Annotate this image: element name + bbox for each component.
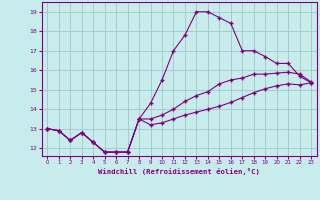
X-axis label: Windchill (Refroidissement éolien,°C): Windchill (Refroidissement éolien,°C) bbox=[98, 168, 260, 175]
